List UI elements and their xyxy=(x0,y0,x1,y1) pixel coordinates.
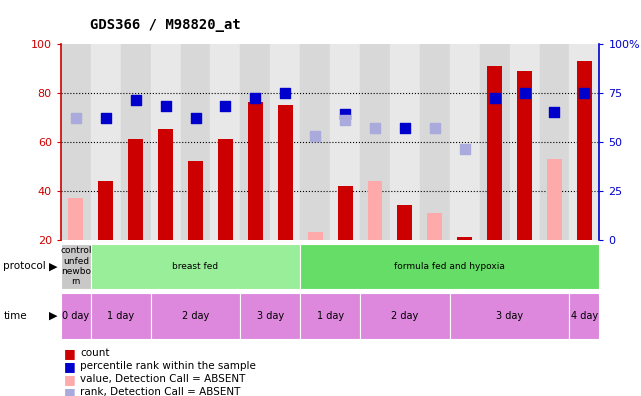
Bar xyxy=(158,129,173,240)
Text: ▶: ▶ xyxy=(49,261,58,271)
Bar xyxy=(218,139,233,240)
Point xyxy=(490,95,500,102)
Bar xyxy=(367,181,383,240)
Bar xyxy=(420,44,450,240)
Bar xyxy=(330,44,360,240)
Bar xyxy=(300,244,599,289)
Text: time: time xyxy=(3,311,27,321)
Bar xyxy=(188,161,203,240)
Point xyxy=(400,125,410,131)
Bar xyxy=(540,44,569,240)
Point xyxy=(131,97,141,104)
Bar xyxy=(510,44,540,240)
Point xyxy=(549,109,560,115)
Bar xyxy=(181,44,210,240)
Bar xyxy=(69,198,83,240)
Bar xyxy=(61,244,91,289)
Point xyxy=(370,125,380,131)
Text: formula fed and hypoxia: formula fed and hypoxia xyxy=(394,262,505,271)
Point xyxy=(340,111,350,117)
Bar xyxy=(450,44,479,240)
Bar xyxy=(91,244,300,289)
Text: percentile rank within the sample: percentile rank within the sample xyxy=(80,361,256,371)
Point xyxy=(310,133,320,139)
Point xyxy=(190,115,201,121)
Point xyxy=(280,89,290,96)
Text: count: count xyxy=(80,348,110,358)
Text: control
unfed
newbo
rn: control unfed newbo rn xyxy=(60,246,92,286)
Bar xyxy=(300,44,330,240)
Text: ■: ■ xyxy=(64,373,76,386)
Bar xyxy=(457,237,472,240)
Text: GDS366 / M98820_at: GDS366 / M98820_at xyxy=(90,18,240,32)
Bar xyxy=(91,44,121,240)
Point xyxy=(579,89,590,96)
Text: 3 day: 3 day xyxy=(496,311,523,321)
Point xyxy=(460,146,470,152)
Bar xyxy=(151,293,240,339)
Bar xyxy=(360,293,450,339)
Text: 2 day: 2 day xyxy=(391,311,419,321)
Bar xyxy=(487,66,502,240)
Text: 2 day: 2 day xyxy=(182,311,209,321)
Bar xyxy=(479,44,510,240)
Bar xyxy=(428,213,442,240)
Bar xyxy=(61,293,91,339)
Text: ■: ■ xyxy=(64,360,76,373)
Bar xyxy=(390,44,420,240)
Bar xyxy=(360,44,390,240)
Point xyxy=(519,89,529,96)
Bar xyxy=(128,139,143,240)
Bar xyxy=(240,293,300,339)
Point xyxy=(250,95,260,102)
Bar xyxy=(121,44,151,240)
Text: ▶: ▶ xyxy=(49,311,58,321)
Point xyxy=(160,103,171,109)
Bar xyxy=(91,293,151,339)
Text: 1 day: 1 day xyxy=(317,311,344,321)
Point xyxy=(340,117,350,123)
Point xyxy=(101,115,111,121)
Bar xyxy=(278,105,293,240)
Point xyxy=(221,103,231,109)
Bar xyxy=(397,205,412,240)
Bar xyxy=(248,102,263,240)
Text: ■: ■ xyxy=(64,386,76,396)
Bar xyxy=(577,61,592,240)
Point xyxy=(71,115,81,121)
Bar xyxy=(61,44,91,240)
Bar xyxy=(569,293,599,339)
Text: breast fed: breast fed xyxy=(172,262,219,271)
Bar xyxy=(271,44,300,240)
Text: ■: ■ xyxy=(64,347,76,360)
Text: protocol: protocol xyxy=(3,261,46,271)
Bar xyxy=(450,293,569,339)
Bar xyxy=(151,44,181,240)
Text: 4 day: 4 day xyxy=(571,311,598,321)
Text: value, Detection Call = ABSENT: value, Detection Call = ABSENT xyxy=(80,374,246,385)
Text: rank, Detection Call = ABSENT: rank, Detection Call = ABSENT xyxy=(80,387,240,396)
Bar xyxy=(517,70,532,240)
Point xyxy=(429,125,440,131)
Bar xyxy=(300,293,360,339)
Bar xyxy=(569,44,599,240)
Bar xyxy=(308,232,322,240)
Bar xyxy=(98,181,113,240)
Bar xyxy=(210,44,240,240)
Text: 0 day: 0 day xyxy=(62,311,89,321)
Text: 3 day: 3 day xyxy=(257,311,284,321)
Text: 1 day: 1 day xyxy=(107,311,134,321)
Bar xyxy=(547,159,562,240)
Bar xyxy=(338,186,353,240)
Bar xyxy=(240,44,271,240)
